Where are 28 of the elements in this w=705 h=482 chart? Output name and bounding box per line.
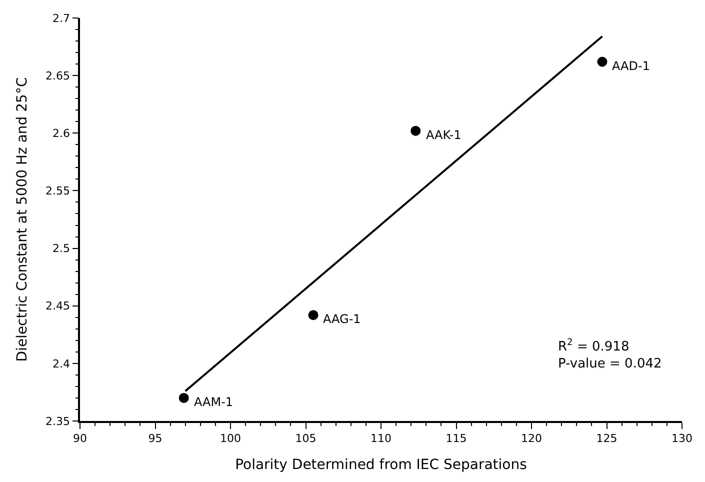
annotation: AAG-1: [323, 312, 361, 326]
x-tick-label: 90: [73, 432, 87, 445]
y-tick-label: 2.55: [46, 184, 70, 198]
y-tick-label: 2.4: [52, 357, 70, 370]
annotation: AAD-1: [612, 59, 650, 73]
x-tick-label: 115: [446, 432, 467, 445]
annotation: AAK-1: [426, 128, 462, 142]
x-tick-label: 125: [596, 432, 618, 445]
annotation: AAM-1: [194, 395, 234, 409]
x-axis-title: Polarity Determined from IEC Separations: [235, 456, 527, 473]
x-tick-label: 95: [148, 432, 162, 445]
y-axis-title: Dielectric Constant at 5000 Hz and 25°C: [14, 77, 31, 362]
point: [308, 310, 318, 320]
point: [410, 126, 421, 136]
x-tick-label: 100: [220, 432, 241, 445]
y-tick-label: 2.6: [52, 126, 70, 140]
x-tick-label: 105: [295, 432, 316, 445]
y-tick-label: 2.7: [52, 12, 70, 25]
annotation: R$^{2}$ = 0.918 P-value = 0.042: [558, 338, 662, 372]
y-tick-label: 2.35: [46, 414, 70, 428]
y-tick-label: 2.45: [46, 300, 70, 313]
point: [178, 392, 189, 403]
x-tick-label: 130: [672, 432, 692, 445]
x-tick-label: 110: [370, 432, 392, 445]
point: [597, 56, 608, 67]
y-tick-label: 2.5: [52, 242, 70, 256]
x-tick-label: 120: [521, 432, 542, 445]
y-tick-label: 2.65: [46, 69, 70, 82]
